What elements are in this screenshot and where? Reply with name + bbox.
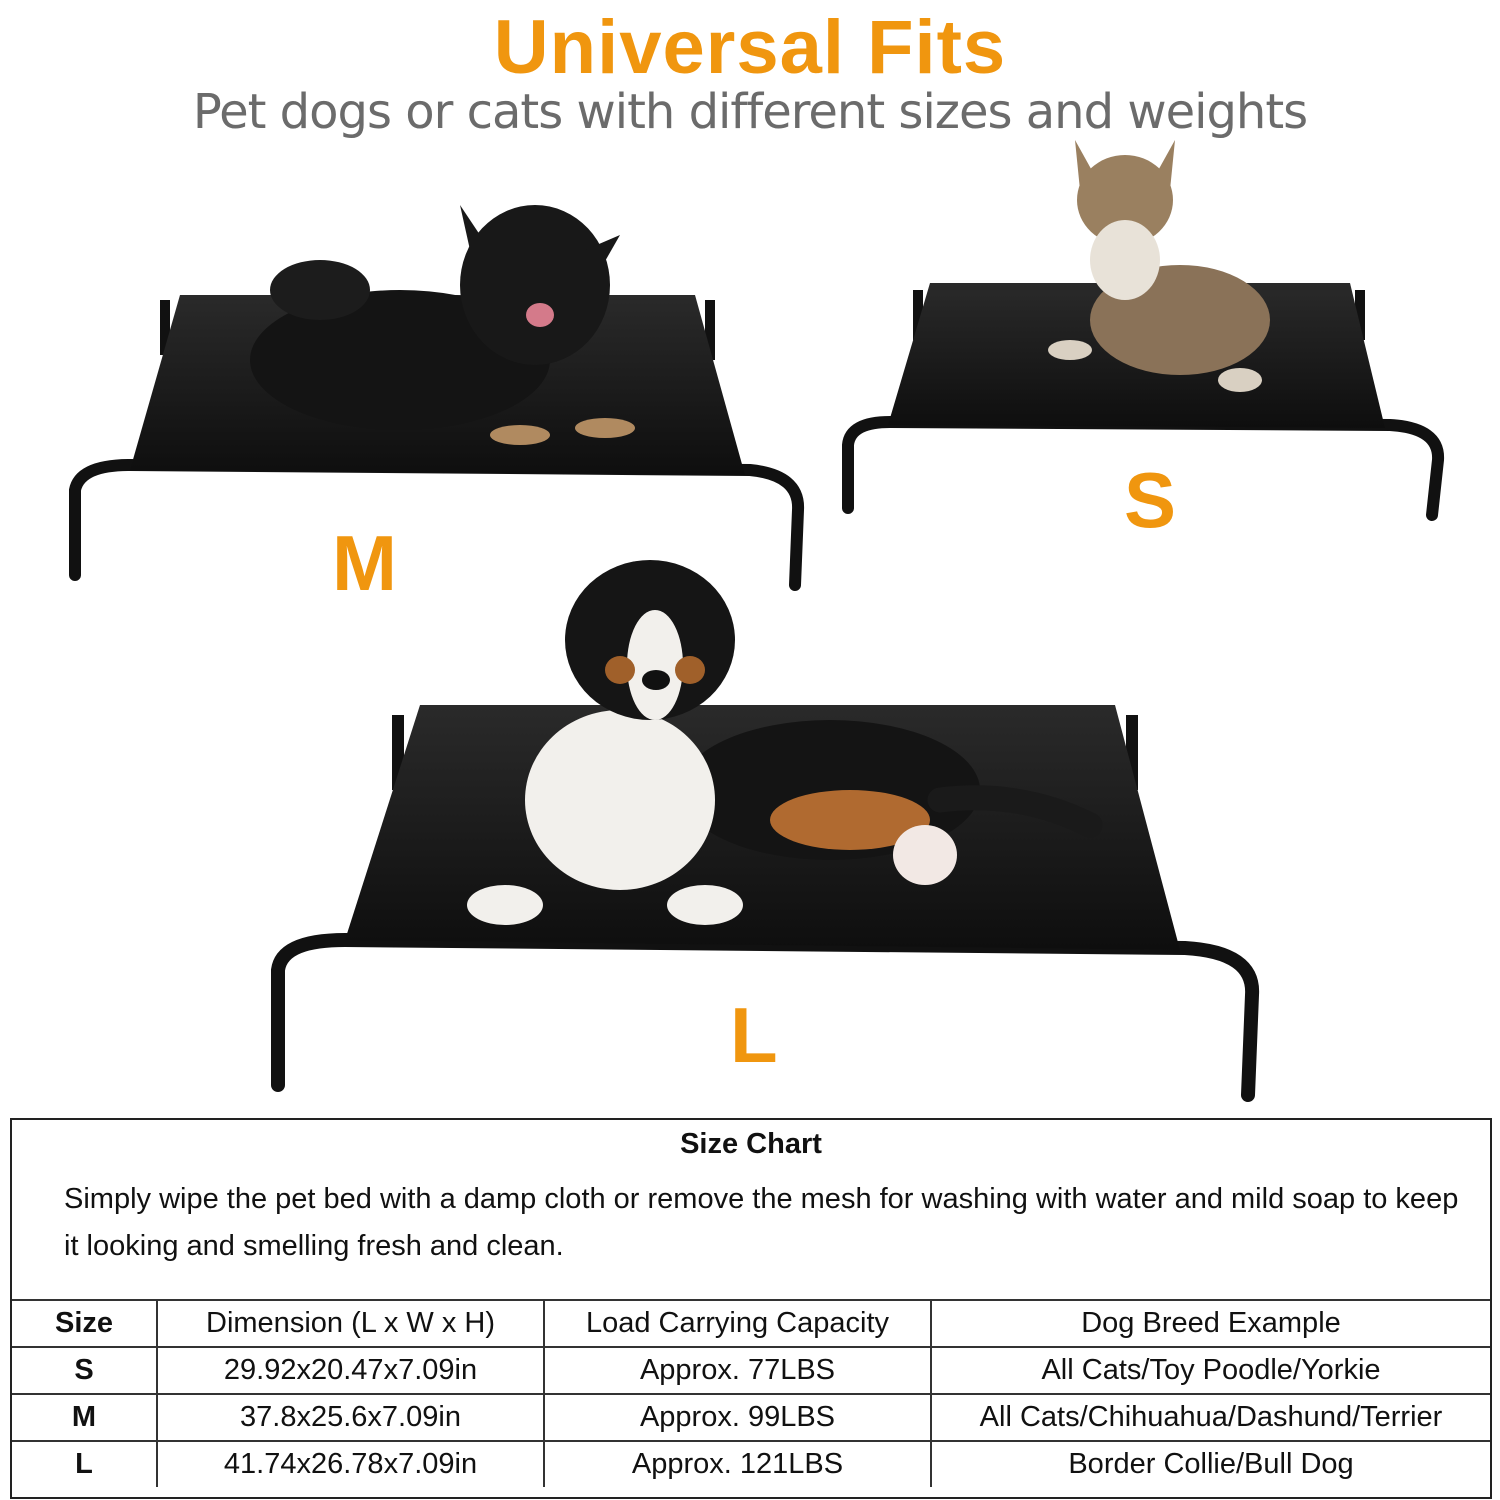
cell-size: S — [12, 1346, 158, 1395]
dog-black-icon — [250, 205, 635, 445]
bed-m — [69, 205, 805, 591]
size-label-l: L — [730, 991, 778, 1079]
cell-capacity: Approx. 77LBS — [543, 1346, 932, 1395]
size-chart: Size Chart Simply wipe the pet bed with … — [10, 1118, 1492, 1499]
puppy-tricolor-icon — [467, 560, 1103, 925]
table-row: L 41.74x26.78x7.09in Approx. 121LBS Bord… — [12, 1440, 1490, 1487]
size-chart-description: Simply wipe the pet bed with a damp clot… — [64, 1183, 1459, 1262]
cat-tabby-icon — [1048, 140, 1270, 392]
column-header: Dog Breed Example — [930, 1299, 1490, 1348]
page-title: Universal Fits — [493, 5, 1007, 90]
cell-breed: All Cats/Toy Poodle/Yorkie — [930, 1346, 1490, 1395]
cell-breed: Border Collie/Bull Dog — [930, 1440, 1490, 1487]
cell-capacity: Approx. 99LBS — [543, 1393, 932, 1442]
column-header: Dimension (L x W x H) — [156, 1299, 545, 1348]
cell-capacity: Approx. 121LBS — [543, 1440, 932, 1487]
size-chart-title: Size Chart — [680, 1128, 822, 1160]
cell-dimension: 41.74x26.78x7.09in — [156, 1440, 545, 1487]
cell-dimension: 29.92x20.47x7.09in — [156, 1346, 545, 1395]
cell-breed: All Cats/Chihuahua/Dashund/Terrier — [930, 1393, 1490, 1442]
cell-size: L — [12, 1440, 158, 1487]
table-row: S 29.92x20.47x7.09in Approx. 77LBS All C… — [12, 1346, 1490, 1395]
page-subtitle: Pet dogs or cats with different sizes an… — [192, 84, 1308, 140]
table-row: M 37.8x25.6x7.09in Approx. 99LBS All Cat… — [12, 1393, 1490, 1442]
product-illustration — [69, 140, 1445, 1102]
bed-s — [842, 140, 1445, 521]
table-header-row: Size Dimension (L x W x H) Load Carrying… — [12, 1299, 1490, 1348]
column-header: Load Carrying Capacity — [543, 1299, 932, 1348]
size-table: Size Dimension (L x W x H) Load Carrying… — [12, 1299, 1490, 1487]
size-label-s: S — [1124, 456, 1177, 544]
size-label-m: M — [332, 519, 397, 607]
cell-size: M — [12, 1393, 158, 1442]
cell-dimension: 37.8x25.6x7.09in — [156, 1393, 545, 1442]
bed-l — [271, 560, 1260, 1102]
column-header: Size — [12, 1299, 158, 1348]
